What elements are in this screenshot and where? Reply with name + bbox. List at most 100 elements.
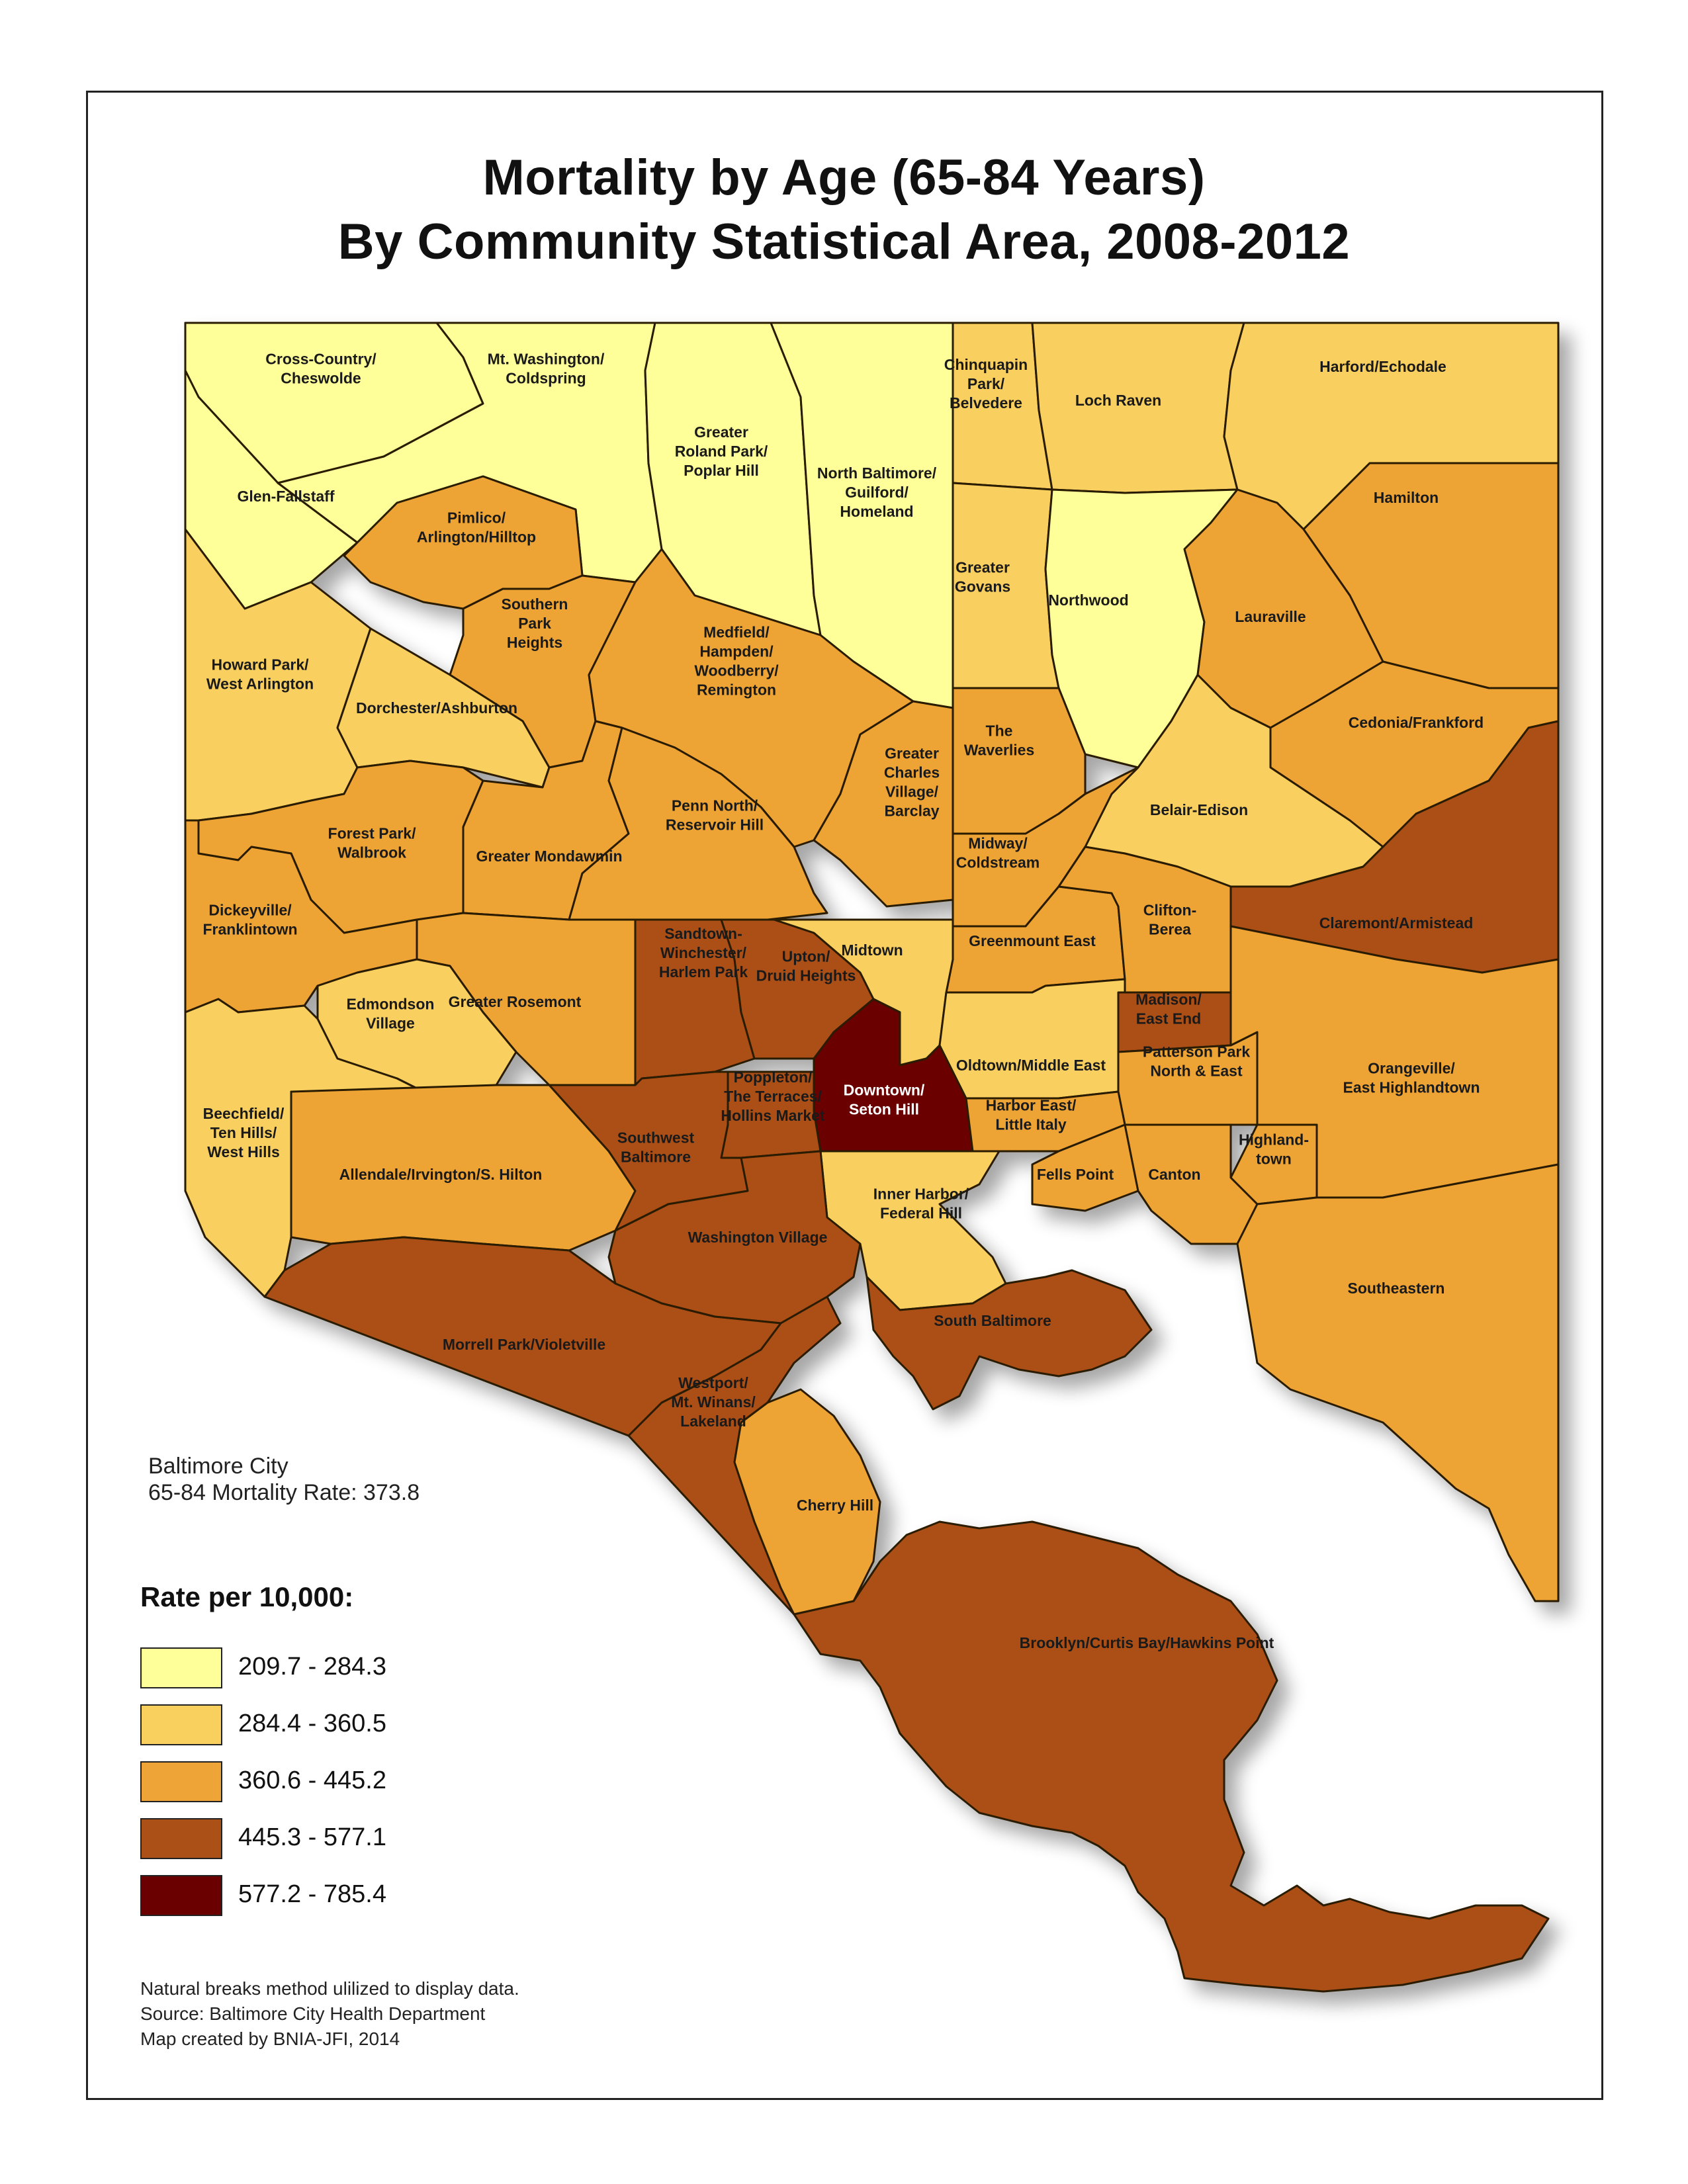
label-midtown: Midtown: [841, 941, 903, 959]
area-label-line: Greater Rosemont: [449, 993, 582, 1010]
label-glen-fallstaff: Glen-Fallstaff: [238, 488, 335, 505]
area-label-line: Govans: [955, 578, 1010, 595]
label-howard-park: Howard Park/West Arlington: [206, 656, 314, 693]
area-label-line: Charles: [884, 764, 940, 781]
area-label-line: Medfield/: [703, 624, 770, 641]
label-madison: Madison/East End: [1135, 991, 1202, 1027]
label-allendale: Allendale/Irvington/S. Hilton: [339, 1166, 543, 1183]
label-canton: Canton: [1148, 1166, 1200, 1183]
area-brooklyn[interactable]: [793, 1520, 1550, 1993]
area-label-line: Village: [366, 1015, 415, 1032]
area-label-line: Baltimore: [621, 1149, 691, 1166]
map-frame: [86, 91, 1603, 2100]
area-label-line: North Baltimore/: [817, 464, 937, 482]
legend-label: 577.2 - 785.4: [238, 1880, 386, 1908]
area-label-line: Fells Point: [1037, 1166, 1114, 1183]
area-south-baltimore[interactable]: [866, 1269, 1153, 1411]
area-label-line: Druid Heights: [756, 967, 856, 984]
citywide-name: Baltimore City: [148, 1454, 289, 1479]
area-label-line: North & East: [1150, 1063, 1243, 1080]
area-label-line: Morrell Park/Violetville: [443, 1336, 605, 1353]
area-label-line: Chinquapin: [944, 356, 1028, 373]
area-label-line: Southern: [502, 595, 568, 613]
area-label-line: Southeastern: [1348, 1280, 1445, 1297]
area-label-line: Patterson Park: [1143, 1043, 1251, 1061]
area-oldtown[interactable]: [938, 978, 1126, 1100]
label-claremont: Claremont/Armistead: [1319, 914, 1474, 932]
legend-swatch: [140, 1761, 222, 1802]
area-label-line: West Arlington: [206, 676, 314, 693]
area-label-line: Clifton-: [1143, 902, 1196, 919]
legend-title: Rate per 10,000:: [140, 1581, 354, 1612]
label-beechfield: Beechfield/Ten Hills/West Hills: [203, 1105, 285, 1160]
area-label-line: Little Italy: [995, 1116, 1067, 1133]
area-label-line: East Highlandtown: [1343, 1079, 1480, 1096]
area-label-line: Hollins Market: [721, 1107, 825, 1124]
label-forest-park: Forest Park/Walbrook: [328, 825, 417, 861]
label-clifton: Clifton- Berea: [1143, 902, 1196, 938]
area-label-line: Dorchester/Ashburton: [356, 699, 517, 717]
citywide-rate: 65-84 Mortality Rate: 373.8: [148, 1480, 420, 1505]
area-charles-village[interactable]: [813, 700, 954, 908]
label-highlandtown: Highland-town: [1239, 1131, 1309, 1168]
area-label-line: Coldspring: [506, 370, 586, 387]
area-label-line: Beechfield/: [203, 1105, 285, 1122]
area-label-line: Walbrook: [337, 844, 406, 861]
area-label-line: Seton Hill: [849, 1101, 919, 1118]
label-cross-country: Cross-Country/Cheswolde: [265, 351, 377, 387]
label-lauraville: Lauraville: [1235, 608, 1306, 625]
label-downtown: Downtown/Seton Hill: [844, 1082, 925, 1118]
area-southeastern[interactable]: [1236, 1163, 1560, 1602]
area-label-line: Edmondson: [347, 996, 435, 1013]
area-label-line: Winchester/: [660, 944, 747, 961]
area-label-line: East End: [1136, 1010, 1201, 1027]
area-label-line: Waverlies: [964, 742, 1035, 759]
label-south-baltimore: South Baltimore: [934, 1312, 1051, 1329]
label-harbor-east: Harbor East/Little Italy: [986, 1097, 1077, 1133]
area-label-line: Glen-Fallstaff: [238, 488, 335, 505]
area-label-line: Federal Hill: [880, 1205, 962, 1222]
label-belair-edison: Belair-Edison: [1150, 801, 1248, 818]
area-label-line: Coldstream: [956, 854, 1040, 871]
area-inner-harbor[interactable]: [819, 1150, 1007, 1311]
area-label-line: Greater: [955, 559, 1010, 576]
area-label-line: Downtown/: [844, 1082, 925, 1099]
area-label-line: Inner Harbor/: [873, 1186, 969, 1203]
area-penn-north[interactable]: [568, 726, 828, 921]
legend-label: 360.6 - 445.2: [238, 1767, 386, 1794]
area-canton[interactable]: [1124, 1123, 1259, 1245]
label-medfield: Medfield/Hampden/Woodberry/Remington: [694, 624, 779, 699]
area-label-line: Midway/: [968, 835, 1028, 852]
area-label-line: Lauraville: [1235, 608, 1306, 625]
legend-label: 284.4 - 360.5: [238, 1710, 386, 1737]
area-label-line: Loch Raven: [1075, 392, 1161, 409]
area-label-line: Mt. Washington/: [488, 351, 605, 368]
area-label-line: Madison/: [1135, 991, 1202, 1008]
area-label-line: Belvedere: [950, 394, 1022, 412]
label-rosemont: Greater Rosemont: [449, 993, 582, 1010]
legend-swatch: [140, 1875, 222, 1916]
source-note: Source: Baltimore City Health Department: [140, 2003, 486, 2024]
label-midway: Midway/Coldstream: [956, 835, 1040, 871]
area-label-line: Homeland: [840, 503, 913, 520]
map-title-line-1: Mortality by Age (65-84 Years): [482, 150, 1206, 206]
map-title-line-2: By Community Statistical Area, 2008-2012: [337, 214, 1351, 270]
label-poppleton: Poppleton/The Terraces/Hollins Market: [721, 1069, 825, 1124]
area-label-line: The: [986, 722, 1013, 740]
label-southeastern: Southeastern: [1348, 1280, 1445, 1297]
label-penn-north: Penn North/Reservoir Hill: [666, 797, 764, 834]
area-label-line: Brooklyn/Curtis Bay/Hawkins Point: [1020, 1634, 1274, 1651]
label-patterson: Patterson Park North & East: [1143, 1043, 1251, 1080]
label-northwood: Northwood: [1048, 591, 1128, 609]
area-label-line: Cross-Country/: [265, 351, 377, 368]
area-label-line: Orangeville/: [1368, 1060, 1455, 1077]
area-label-line: Hampden/: [699, 643, 774, 660]
label-mt-washington: Mt. Washington/Coldspring: [488, 351, 605, 387]
area-label-line: West Hills: [207, 1143, 280, 1160]
area-label-line: Heights: [507, 634, 562, 651]
area-label-line: Reservoir Hill: [666, 816, 764, 834]
area-label-line: Hamilton: [1374, 489, 1439, 506]
legend-swatch: [140, 1647, 222, 1688]
area-label-line: Pimlico/: [447, 509, 506, 527]
